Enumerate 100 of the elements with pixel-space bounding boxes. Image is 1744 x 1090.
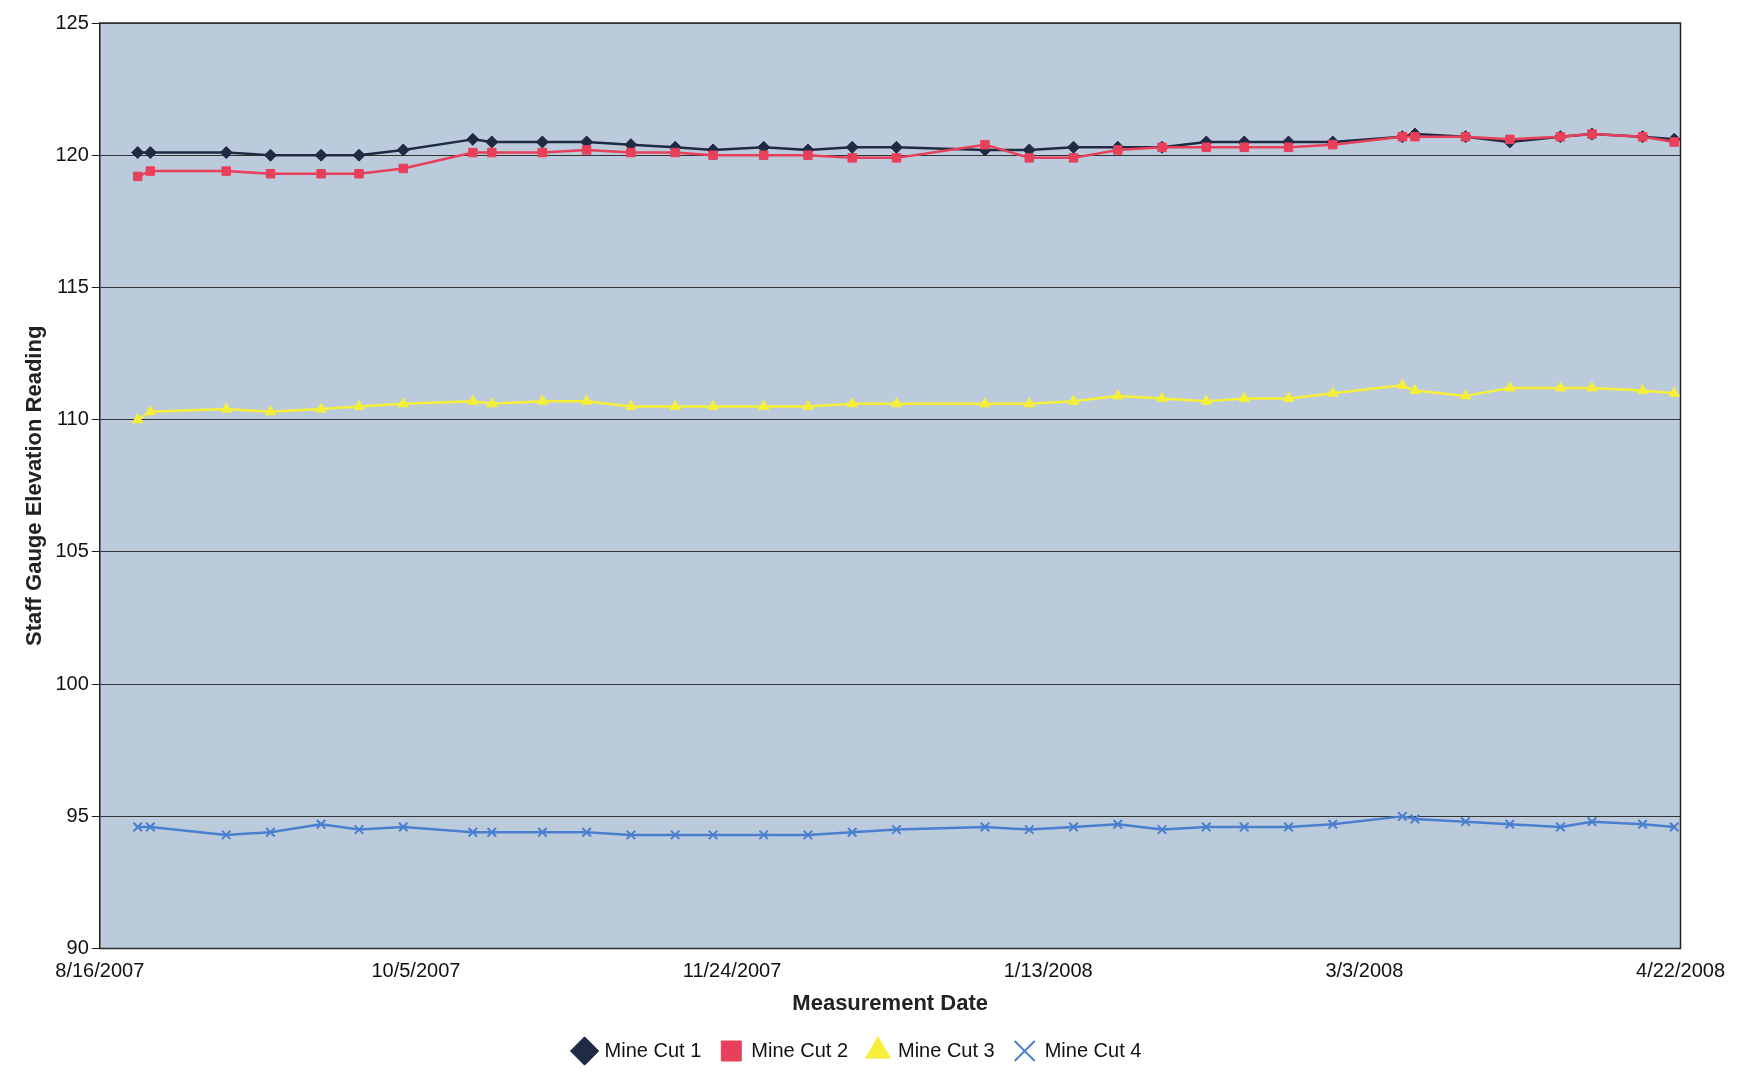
point [1396,378,1408,389]
point [315,819,327,830]
point [467,827,479,838]
point [486,397,498,408]
point [1397,811,1408,822]
point [265,827,276,838]
point [131,146,145,160]
point [467,394,479,405]
point [980,139,990,150]
point [314,148,328,162]
point [1669,137,1679,147]
point [487,147,497,158]
point [315,402,327,413]
point [1504,381,1516,392]
point [802,829,814,841]
point [1156,824,1168,835]
point [1504,819,1516,830]
point [1067,140,1081,154]
point [846,397,858,408]
point [669,399,681,410]
point [1156,392,1168,403]
point [265,169,276,179]
legend-label: Mine Cut 1 [604,1038,702,1061]
point [1554,381,1567,392]
point [536,394,549,405]
point [891,824,902,835]
point [1067,394,1080,405]
x-tick-label: 1/13/2008 [1003,959,1093,982]
point [398,163,409,174]
point [145,166,156,176]
point [468,147,478,158]
point [354,169,364,179]
point [625,399,637,410]
point [1586,381,1598,392]
point [847,153,857,163]
point [316,169,326,179]
point [1328,139,1338,150]
y-tick-label: 120 [55,142,89,165]
y-tick-label: 110 [56,407,89,430]
point [397,397,409,408]
point [1327,386,1339,397]
point [625,829,637,841]
point [1668,386,1680,397]
point [891,153,902,163]
point [1327,819,1338,830]
point [708,150,718,160]
legend-label: Mine Cut 3 [898,1038,995,1061]
point [353,399,365,410]
point [1239,142,1249,153]
point [1409,384,1421,395]
point [1113,145,1123,155]
legend-label: Mine Cut 2 [751,1038,849,1061]
point [144,405,157,416]
point [1409,813,1421,825]
point [1024,153,1034,163]
y-tick-label: 95 [66,803,89,826]
point [580,394,593,405]
y-tick-label: 100 [55,671,89,694]
point [221,166,231,176]
point [485,135,499,149]
point [486,827,498,838]
point [1024,824,1035,835]
point [707,829,719,841]
point [758,829,769,841]
point [1112,389,1124,400]
point [890,397,903,408]
x-tick-label: 4/22/2008 [1636,959,1725,982]
point [670,147,680,158]
point [669,829,681,841]
point [1023,397,1035,408]
point [979,397,991,408]
point [143,146,157,160]
point [1283,821,1294,833]
y-tick-label: 125 [55,10,89,33]
point [1201,821,1212,833]
point [353,824,365,835]
y-tick-label: 90 [66,936,89,959]
point [1068,821,1079,833]
point [466,132,480,146]
point [1637,819,1648,830]
x-tick-label: 10/5/2007 [371,959,461,982]
point [132,821,143,833]
point [220,829,232,841]
point [1201,142,1212,153]
point [219,146,233,160]
point [1459,389,1472,400]
x-tick-label: 8/16/2007 [55,959,145,982]
point [145,821,156,833]
point [707,399,719,410]
point [979,821,991,833]
point [581,145,592,155]
point [889,140,903,154]
y-tick-label: 105 [55,539,89,562]
point [535,135,549,149]
point [1283,142,1294,153]
x-tick-label: 3/3/2008 [1325,959,1404,982]
point [626,147,636,158]
point [537,147,548,158]
point [1586,816,1598,827]
point [757,399,770,410]
